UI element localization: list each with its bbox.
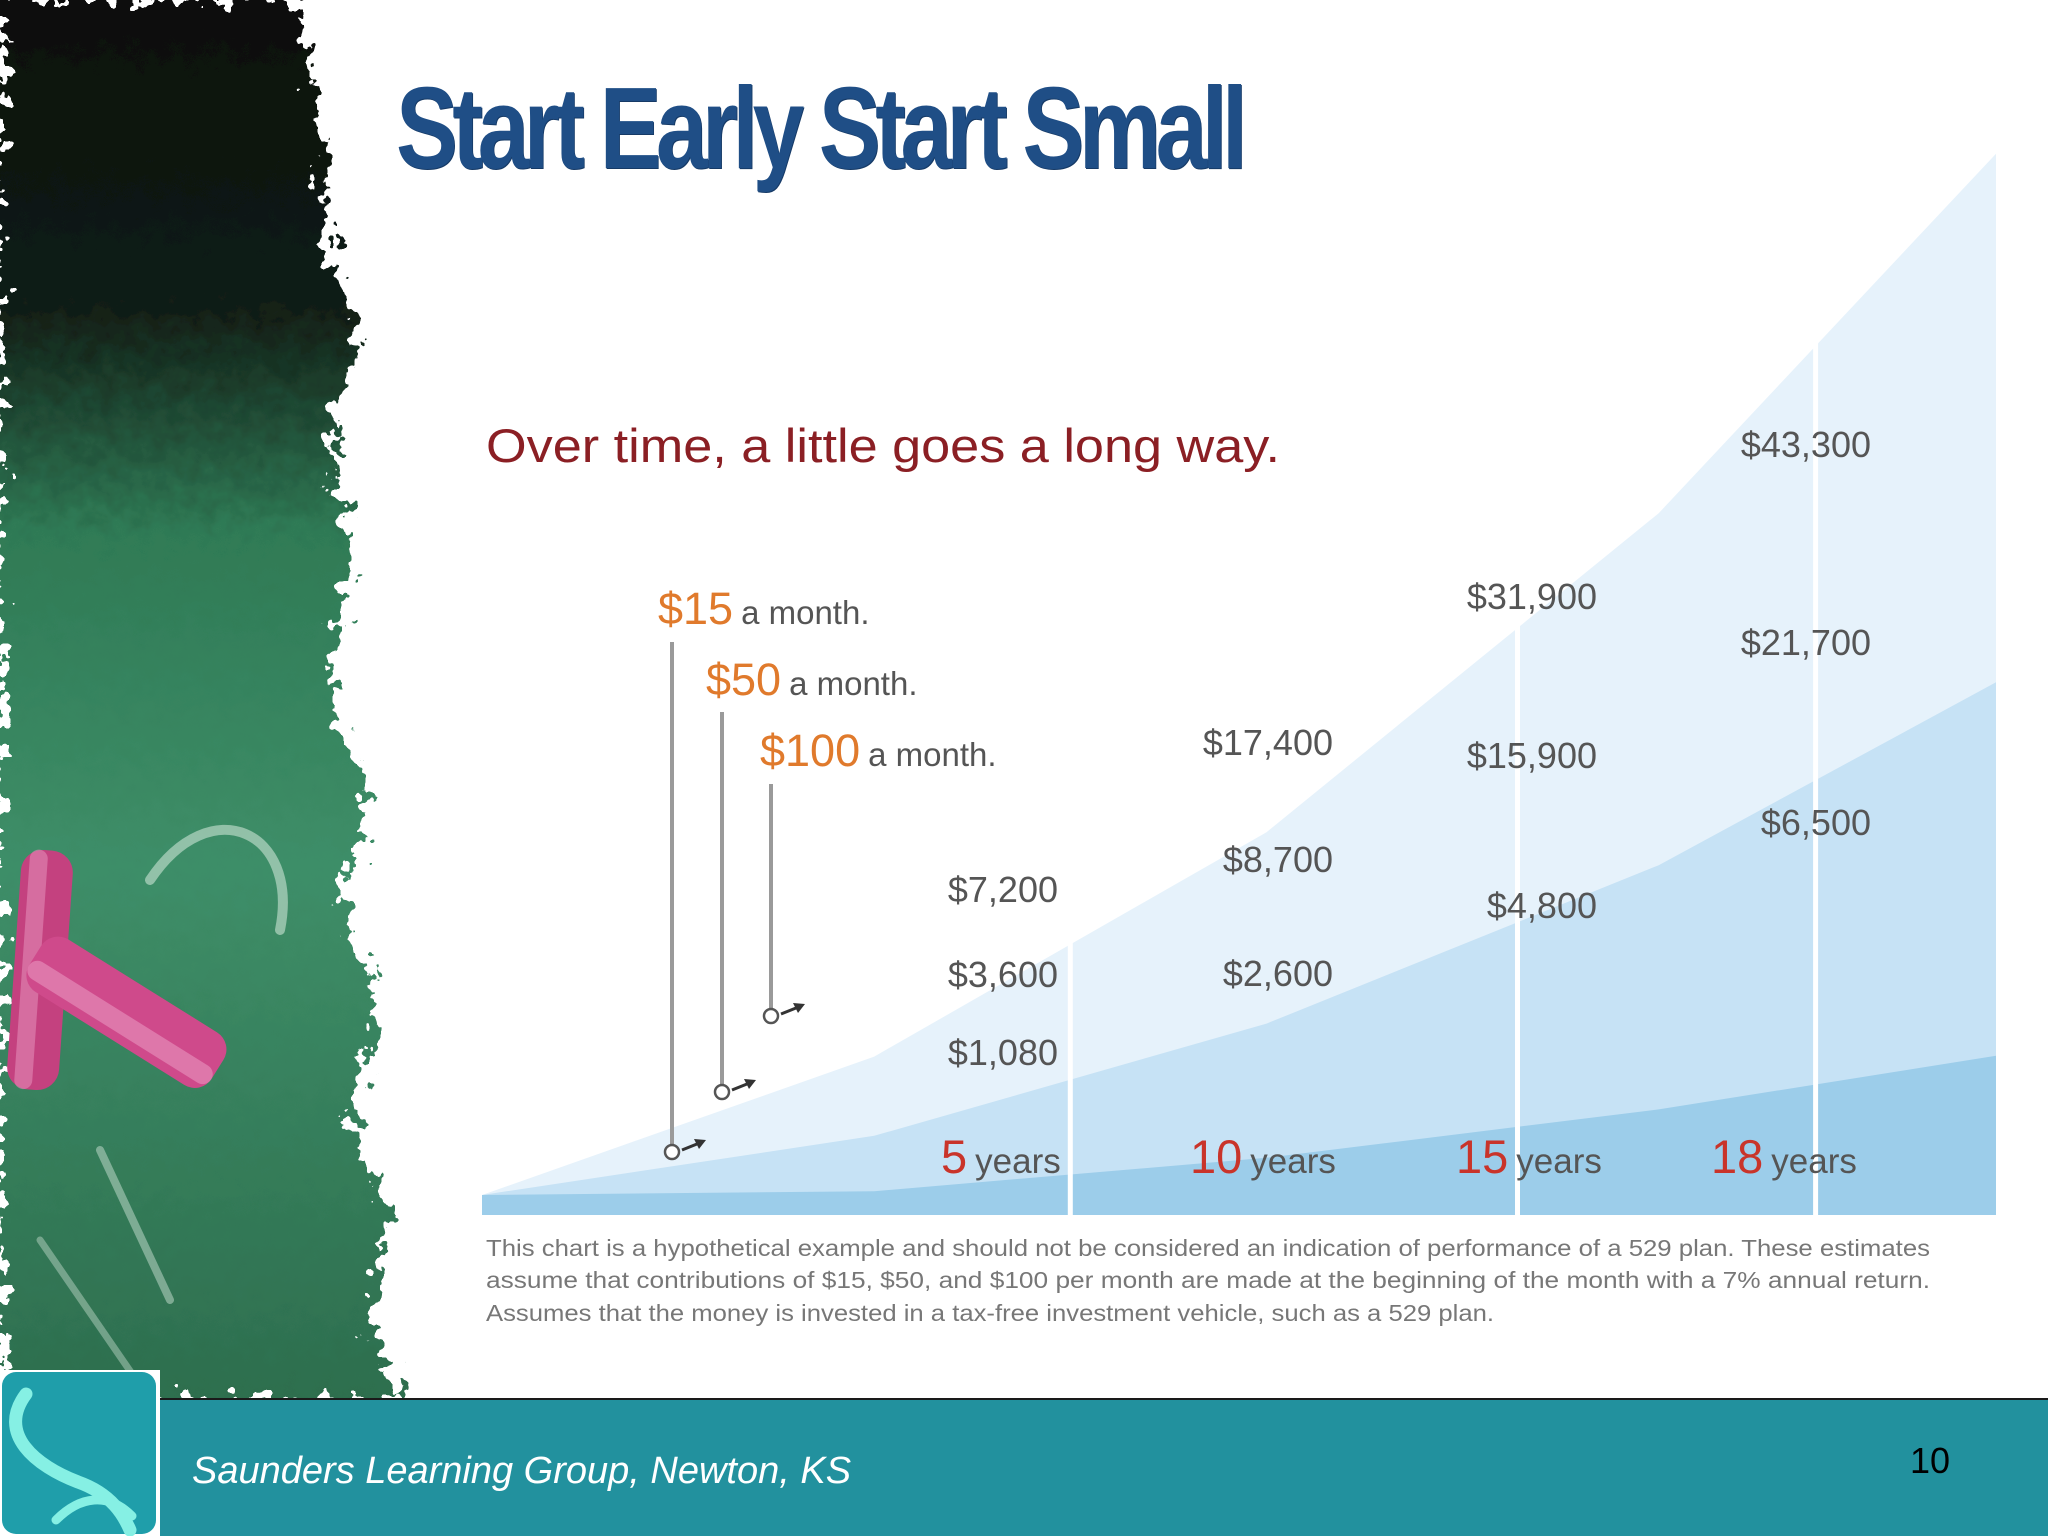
year-number-3: 15 [1456,1130,1508,1183]
year-label-4: 18 years [1711,1130,1857,1183]
year-label-1: 5 years [941,1130,1061,1183]
year-unit-1: years [975,1142,1061,1181]
year-unit-2: years [1250,1142,1336,1181]
chart-title: Over time, a little goes a long way. [486,419,1280,472]
year-number-2: 10 [1190,1130,1242,1183]
series-amount-50: $50 [706,654,781,705]
series-amount-15: $15 [658,583,733,634]
pointer-arrowhead-1 [694,1139,706,1149]
value-label-3-4: $43,300 [1741,424,1871,465]
chalkboard-decoration [0,0,400,1400]
series-suffix-100: a month. [868,736,996,773]
footnote-line-1: This chart is a hypothetical example and… [486,1235,1930,1261]
year-number-4: 18 [1711,1130,1763,1183]
footer-bar: Saunders Learning Group, Newton, KS 10 [160,1398,2048,1536]
value-label-2-4: $21,700 [1741,622,1871,663]
pointer-dot-1 [663,1143,681,1161]
value-label-2-3: $15,900 [1467,735,1597,776]
series-label-15: $15 a month. [658,583,870,634]
area-series-1 [482,1055,1996,1215]
pointer-arrowhead-3 [793,1003,805,1013]
area-series-2 [482,682,1996,1215]
value-label-3-1: $7,200 [948,869,1058,910]
footnote-line-2: assume that contributions of $15, $50, a… [486,1267,1930,1293]
year-label-3: 15 years [1456,1130,1602,1183]
value-label-3-2: $17,400 [1203,722,1333,763]
value-label-1-4: $6,500 [1761,802,1871,843]
value-label-2-2: $8,700 [1223,839,1333,880]
series-suffix-15: a month. [741,594,869,631]
pointer-arrowhead-2 [744,1079,756,1089]
year-number-1: 5 [941,1130,967,1183]
footer-organization: Saunders Learning Group, Newton, KS [192,1450,852,1492]
series-label-100: $100 a month. [760,725,997,776]
value-label-1-3: $4,800 [1487,885,1597,926]
series-suffix-50: a month. [789,665,917,702]
pink-chalk-icon [7,849,227,1091]
series-label-50: $50 a month. [706,654,918,705]
pointer-dot-2 [713,1083,731,1101]
value-label-1-1: $1,080 [948,1032,1058,1073]
value-label-2-1: $3,600 [948,954,1058,995]
year-unit-3: years [1516,1142,1602,1181]
value-label-3-3: $31,900 [1467,576,1597,617]
year-label-2: 10 years [1190,1130,1336,1183]
series-amount-100: $100 [760,725,860,776]
company-logo-icon [0,1370,160,1536]
slide-title: Start Early Start Small [396,63,1248,193]
footnote-line-3: Assumes that the money is invested in a … [486,1300,1494,1326]
year-unit-4: years [1771,1142,1857,1181]
page-number: 10 [1909,1440,1950,1481]
pointer-dot-3 [762,1007,780,1025]
value-label-1-2: $2,600 [1223,953,1333,994]
